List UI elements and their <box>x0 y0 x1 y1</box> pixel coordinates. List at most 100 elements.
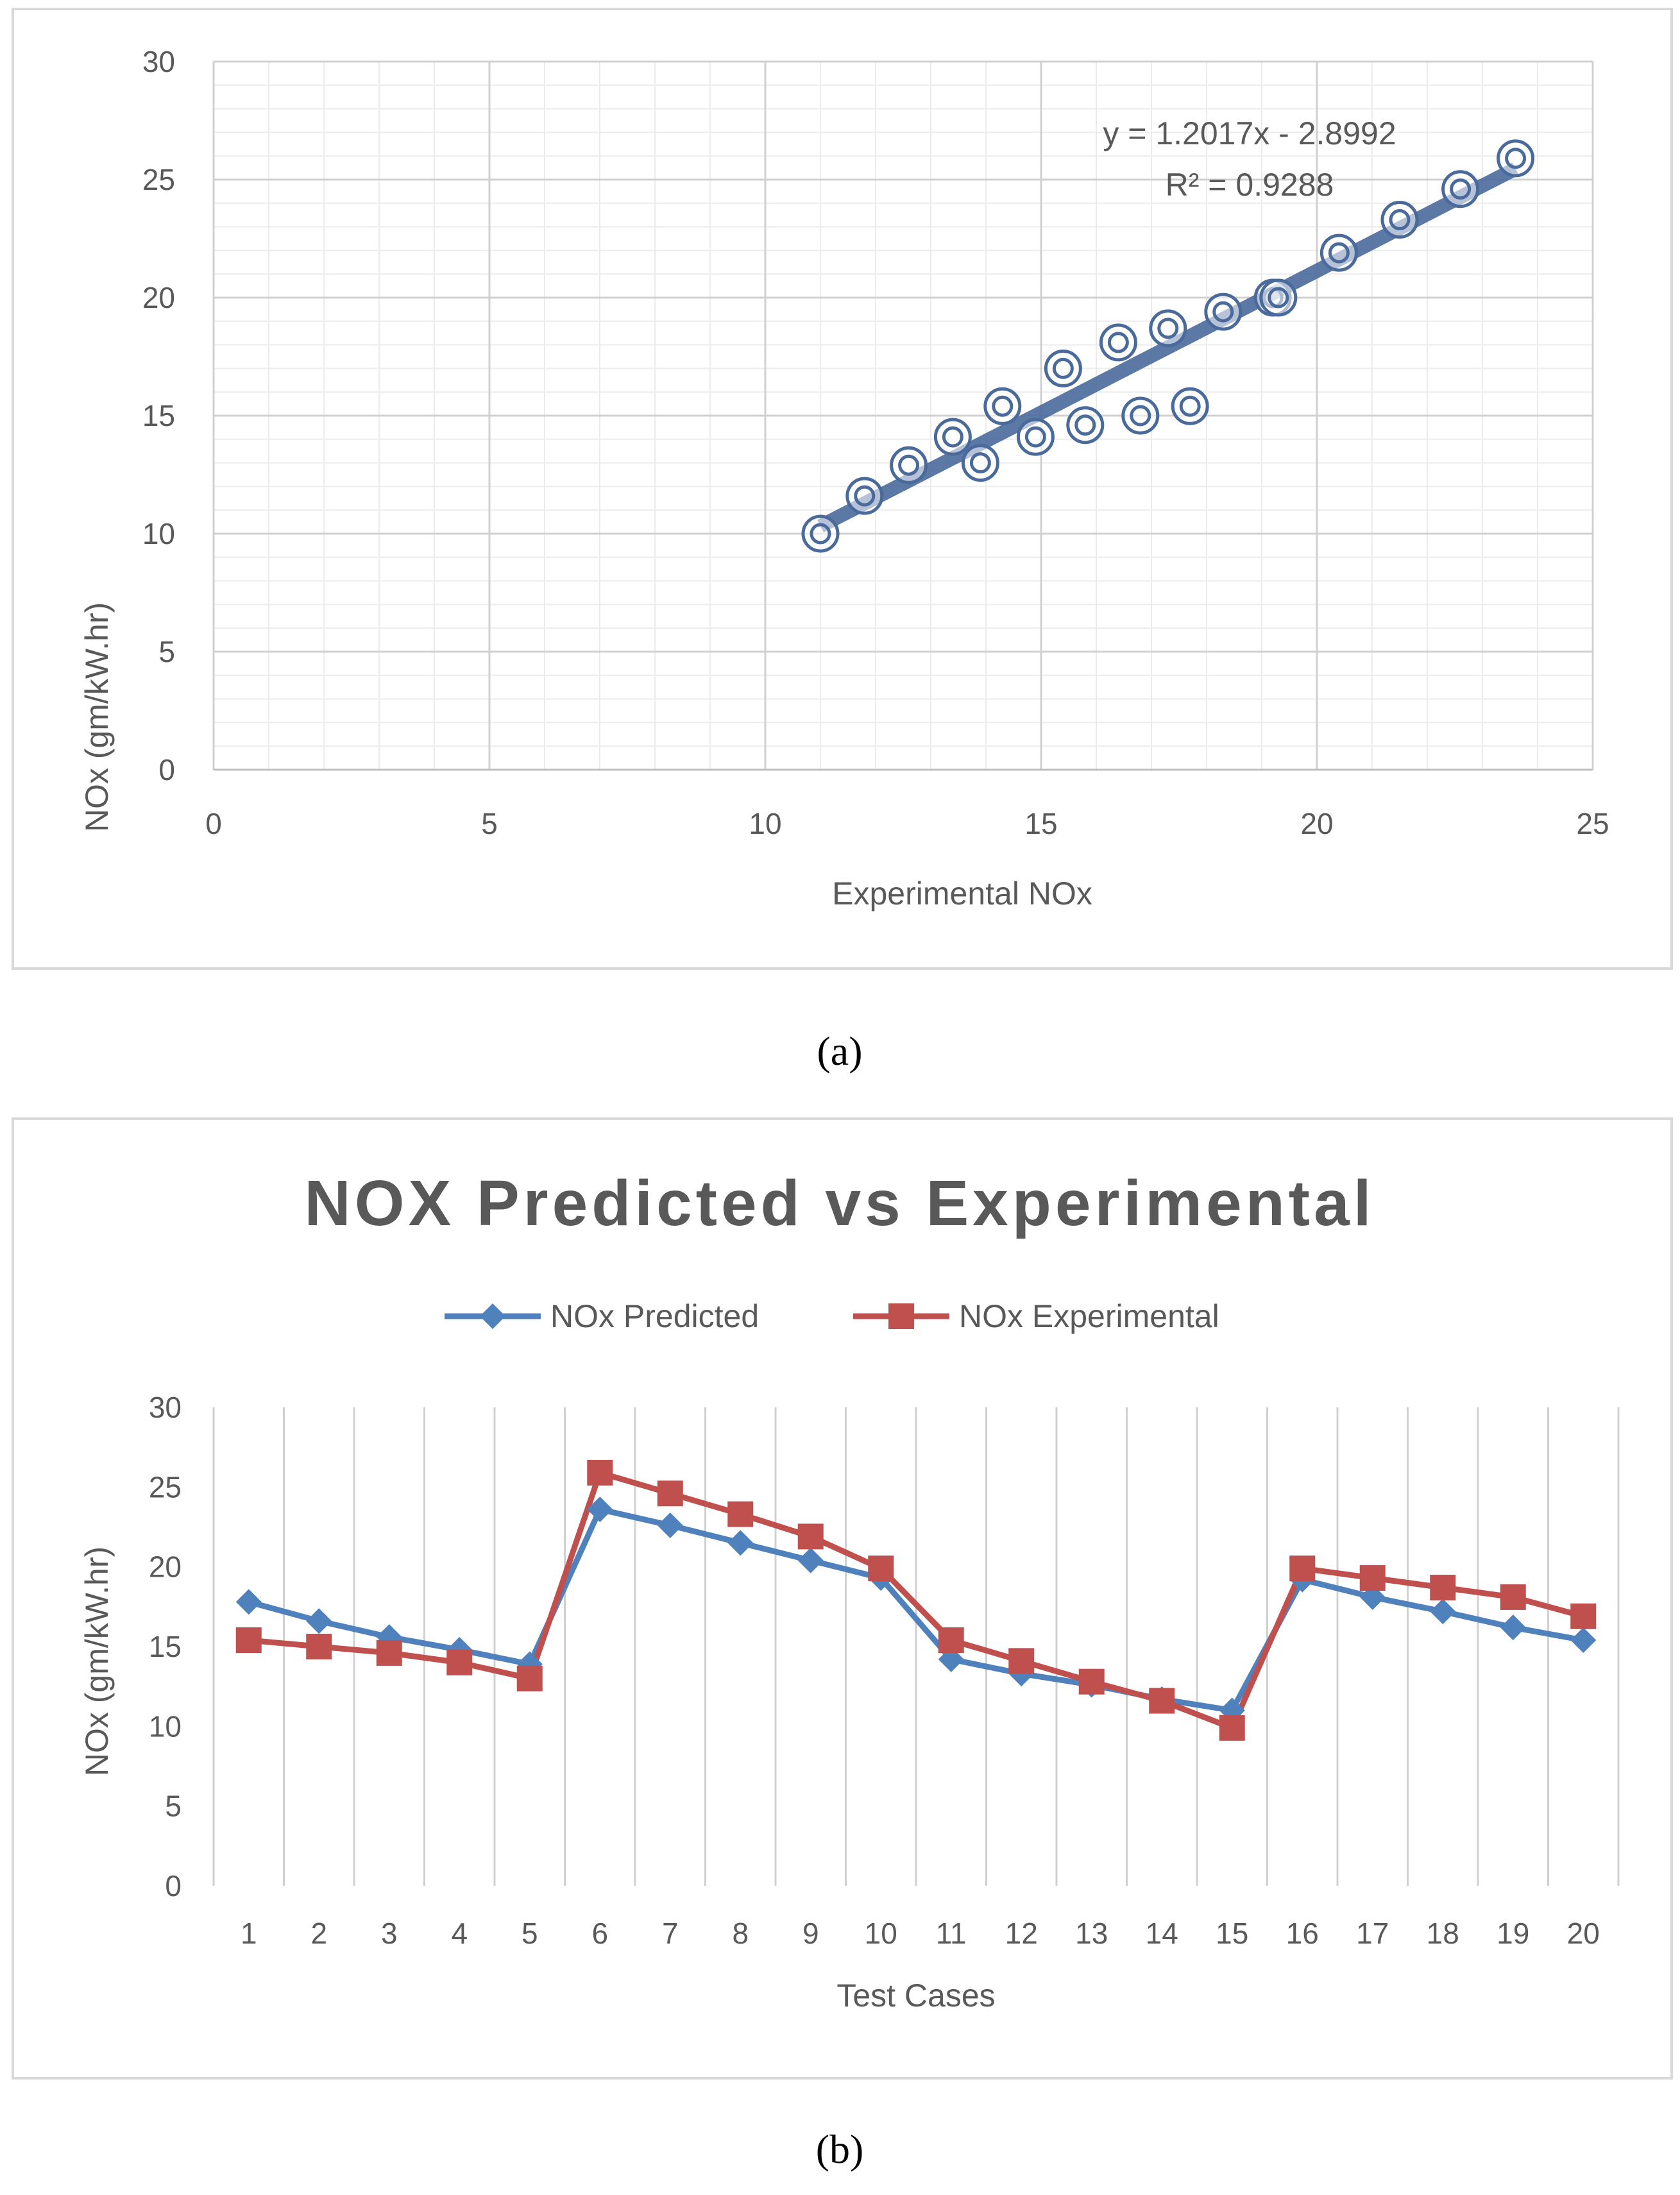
chart-a-y-tick-label: 15 <box>142 399 175 432</box>
chart-b-x-tick-label: 10 <box>865 1917 897 1950</box>
chart-b-point-experimental <box>376 1640 402 1666</box>
chart-b-y-tick-label: 30 <box>149 1391 182 1424</box>
chart-a-y-tick-label: 5 <box>158 635 175 668</box>
chart-b-point-experimental <box>797 1523 824 1550</box>
chart-a-point <box>933 418 972 456</box>
chart-b-x-tick-label: 7 <box>662 1917 679 1950</box>
chart-b-x-tick-label: 12 <box>1005 1917 1038 1950</box>
chart-a-point <box>1171 387 1209 425</box>
chart-a-point <box>1380 201 1419 239</box>
chart-a-point <box>890 446 928 484</box>
chart-b-point-experimental <box>587 1459 613 1486</box>
chart-a-x-tick-label: 10 <box>749 807 781 840</box>
chart-b-point-experimental <box>868 1555 894 1582</box>
chart-b-point-predicted <box>1570 1627 1597 1654</box>
chart-a-x-tick-label: 5 <box>481 807 498 840</box>
chart-b-x-tick-label: 19 <box>1497 1917 1529 1950</box>
chart-b-y-tick-label: 0 <box>165 1869 182 1903</box>
chart-b-x-tick-label: 1 <box>241 1917 257 1950</box>
chart-b-point-experimental <box>1430 1574 1456 1600</box>
chart-b-x-tick-label: 14 <box>1146 1917 1178 1950</box>
chart-a-point <box>1016 418 1055 456</box>
chart-b-point-predicted <box>797 1547 824 1573</box>
chart-b-caption: (b) <box>816 2126 864 2172</box>
chart-b-legend: NOx Predicted NOx Experimental <box>445 1298 1219 1334</box>
chart-a-point <box>845 477 884 515</box>
chart-b-point-experimental <box>306 1634 332 1659</box>
chart-a-x-tick-label: 0 <box>205 807 222 840</box>
chart-b-point-experimental <box>1149 1688 1175 1714</box>
chart-a-y-tick-label: 0 <box>158 753 175 786</box>
chart-b-point-predicted <box>306 1608 332 1634</box>
chart-b-grid <box>212 1407 1620 1886</box>
chart-b-legend-label: NOx Predicted <box>550 1298 759 1334</box>
chart-b-x-tick-label: 2 <box>310 1917 327 1950</box>
chart-b-x-tick-label: 5 <box>522 1917 538 1950</box>
chart-b-x-tick-label: 16 <box>1286 1917 1319 1950</box>
chart-a-point <box>961 444 999 482</box>
chart-b-point-predicted <box>1430 1598 1456 1625</box>
chart-a-point <box>1204 292 1243 331</box>
chart-a-frame <box>12 8 1673 970</box>
chart-b-point-experimental <box>516 1665 543 1691</box>
chart-b-point-experimental <box>1008 1648 1035 1674</box>
chart-a-y-label: NOx (gm/kW.hr) <box>79 602 115 832</box>
chart-b-x-tick-label: 3 <box>381 1917 398 1950</box>
chart-b-point-experimental <box>1570 1603 1597 1629</box>
chart-a-point <box>1066 406 1105 445</box>
chart-b-point-experimental <box>446 1649 473 1675</box>
chart-b-y-label: NOx (gm/kW.hr) <box>79 1547 115 1776</box>
chart-a-x-tick-label: 25 <box>1576 807 1609 840</box>
chart-a-r2: R² = 0.9288 <box>1166 167 1334 203</box>
chart-b-point-predicted <box>1500 1614 1526 1641</box>
chart-b-point-experimental <box>657 1480 683 1507</box>
chart-b-markers <box>235 1459 1597 1741</box>
chart-a-y-tick-label: 25 <box>142 163 175 196</box>
chart-b-point-predicted <box>587 1496 613 1523</box>
chart-b-title: NOX Predicted vs Experimental <box>304 1167 1375 1239</box>
chart-a-grid <box>212 60 1594 771</box>
chart-a-point <box>1441 170 1480 208</box>
chart-b-legend-item: NOx Experimental <box>853 1298 1219 1334</box>
chart-b-x-tick-label: 9 <box>802 1917 819 1950</box>
chart-a-x-label: Experimental NOx <box>832 876 1092 911</box>
chart-b-point-experimental <box>1359 1565 1386 1591</box>
chart-b-x-tick-label: 20 <box>1567 1917 1600 1950</box>
chart-a-x-label-text: Experimental NOx <box>832 876 1092 911</box>
chart-b-point-experimental <box>727 1501 754 1527</box>
chart-a-equation: y = 1.2017x - 2.8992 <box>1103 115 1396 151</box>
chart-a-point <box>1497 139 1535 178</box>
chart-a-y-tick-label: 30 <box>142 45 175 78</box>
chart-b-y-tick-label: 20 <box>149 1550 182 1584</box>
chart-b-point-predicted <box>727 1530 754 1556</box>
chart-b-x-tick-label: 13 <box>1075 1917 1108 1950</box>
chart-a-point <box>1319 233 1358 272</box>
chart-a-point <box>1044 349 1082 387</box>
chart-b-point-experimental <box>1289 1555 1316 1582</box>
chart-b-x-tick-label: 18 <box>1427 1917 1459 1950</box>
chart-b-x-tick-label: 8 <box>732 1917 749 1950</box>
chart-b-point-experimental <box>1078 1668 1105 1695</box>
chart-b-point-experimental <box>1500 1584 1526 1610</box>
chart-a-point <box>1121 396 1160 435</box>
chart-a-x-tick-label: 15 <box>1024 807 1057 840</box>
chart-b-point-predicted <box>657 1513 683 1539</box>
chart-b-x-tick-label: 4 <box>451 1917 468 1950</box>
chart-b-x-tick-label: 17 <box>1356 1917 1389 1950</box>
chart-b-legend-item: NOx Predicted <box>445 1298 759 1334</box>
chart-a-x-tick-label: 20 <box>1300 807 1333 840</box>
chart-b-x-tick-label: 15 <box>1216 1917 1248 1950</box>
chart-b-legend-label: NOx Experimental <box>959 1298 1219 1334</box>
chart-a-point <box>983 387 1022 425</box>
chart-b-point-experimental <box>235 1627 262 1654</box>
chart-b-x-tick-label: 11 <box>936 1917 967 1950</box>
chart-b-y-tick-label: 25 <box>149 1470 182 1504</box>
chart-b-x-tick-label: 6 <box>591 1917 608 1950</box>
chart-b-point-experimental <box>938 1627 964 1654</box>
chart-a-ticks: 0 5 10 15 20 25 0 5 10 15 20 25 30 <box>142 45 1609 840</box>
chart-a-caption: (a) <box>817 1028 862 1074</box>
chart-b-y-tick-label: 10 <box>149 1709 182 1743</box>
chart-a-point <box>1099 323 1137 362</box>
chart-b-x-label: Test Cases <box>836 1978 995 2013</box>
